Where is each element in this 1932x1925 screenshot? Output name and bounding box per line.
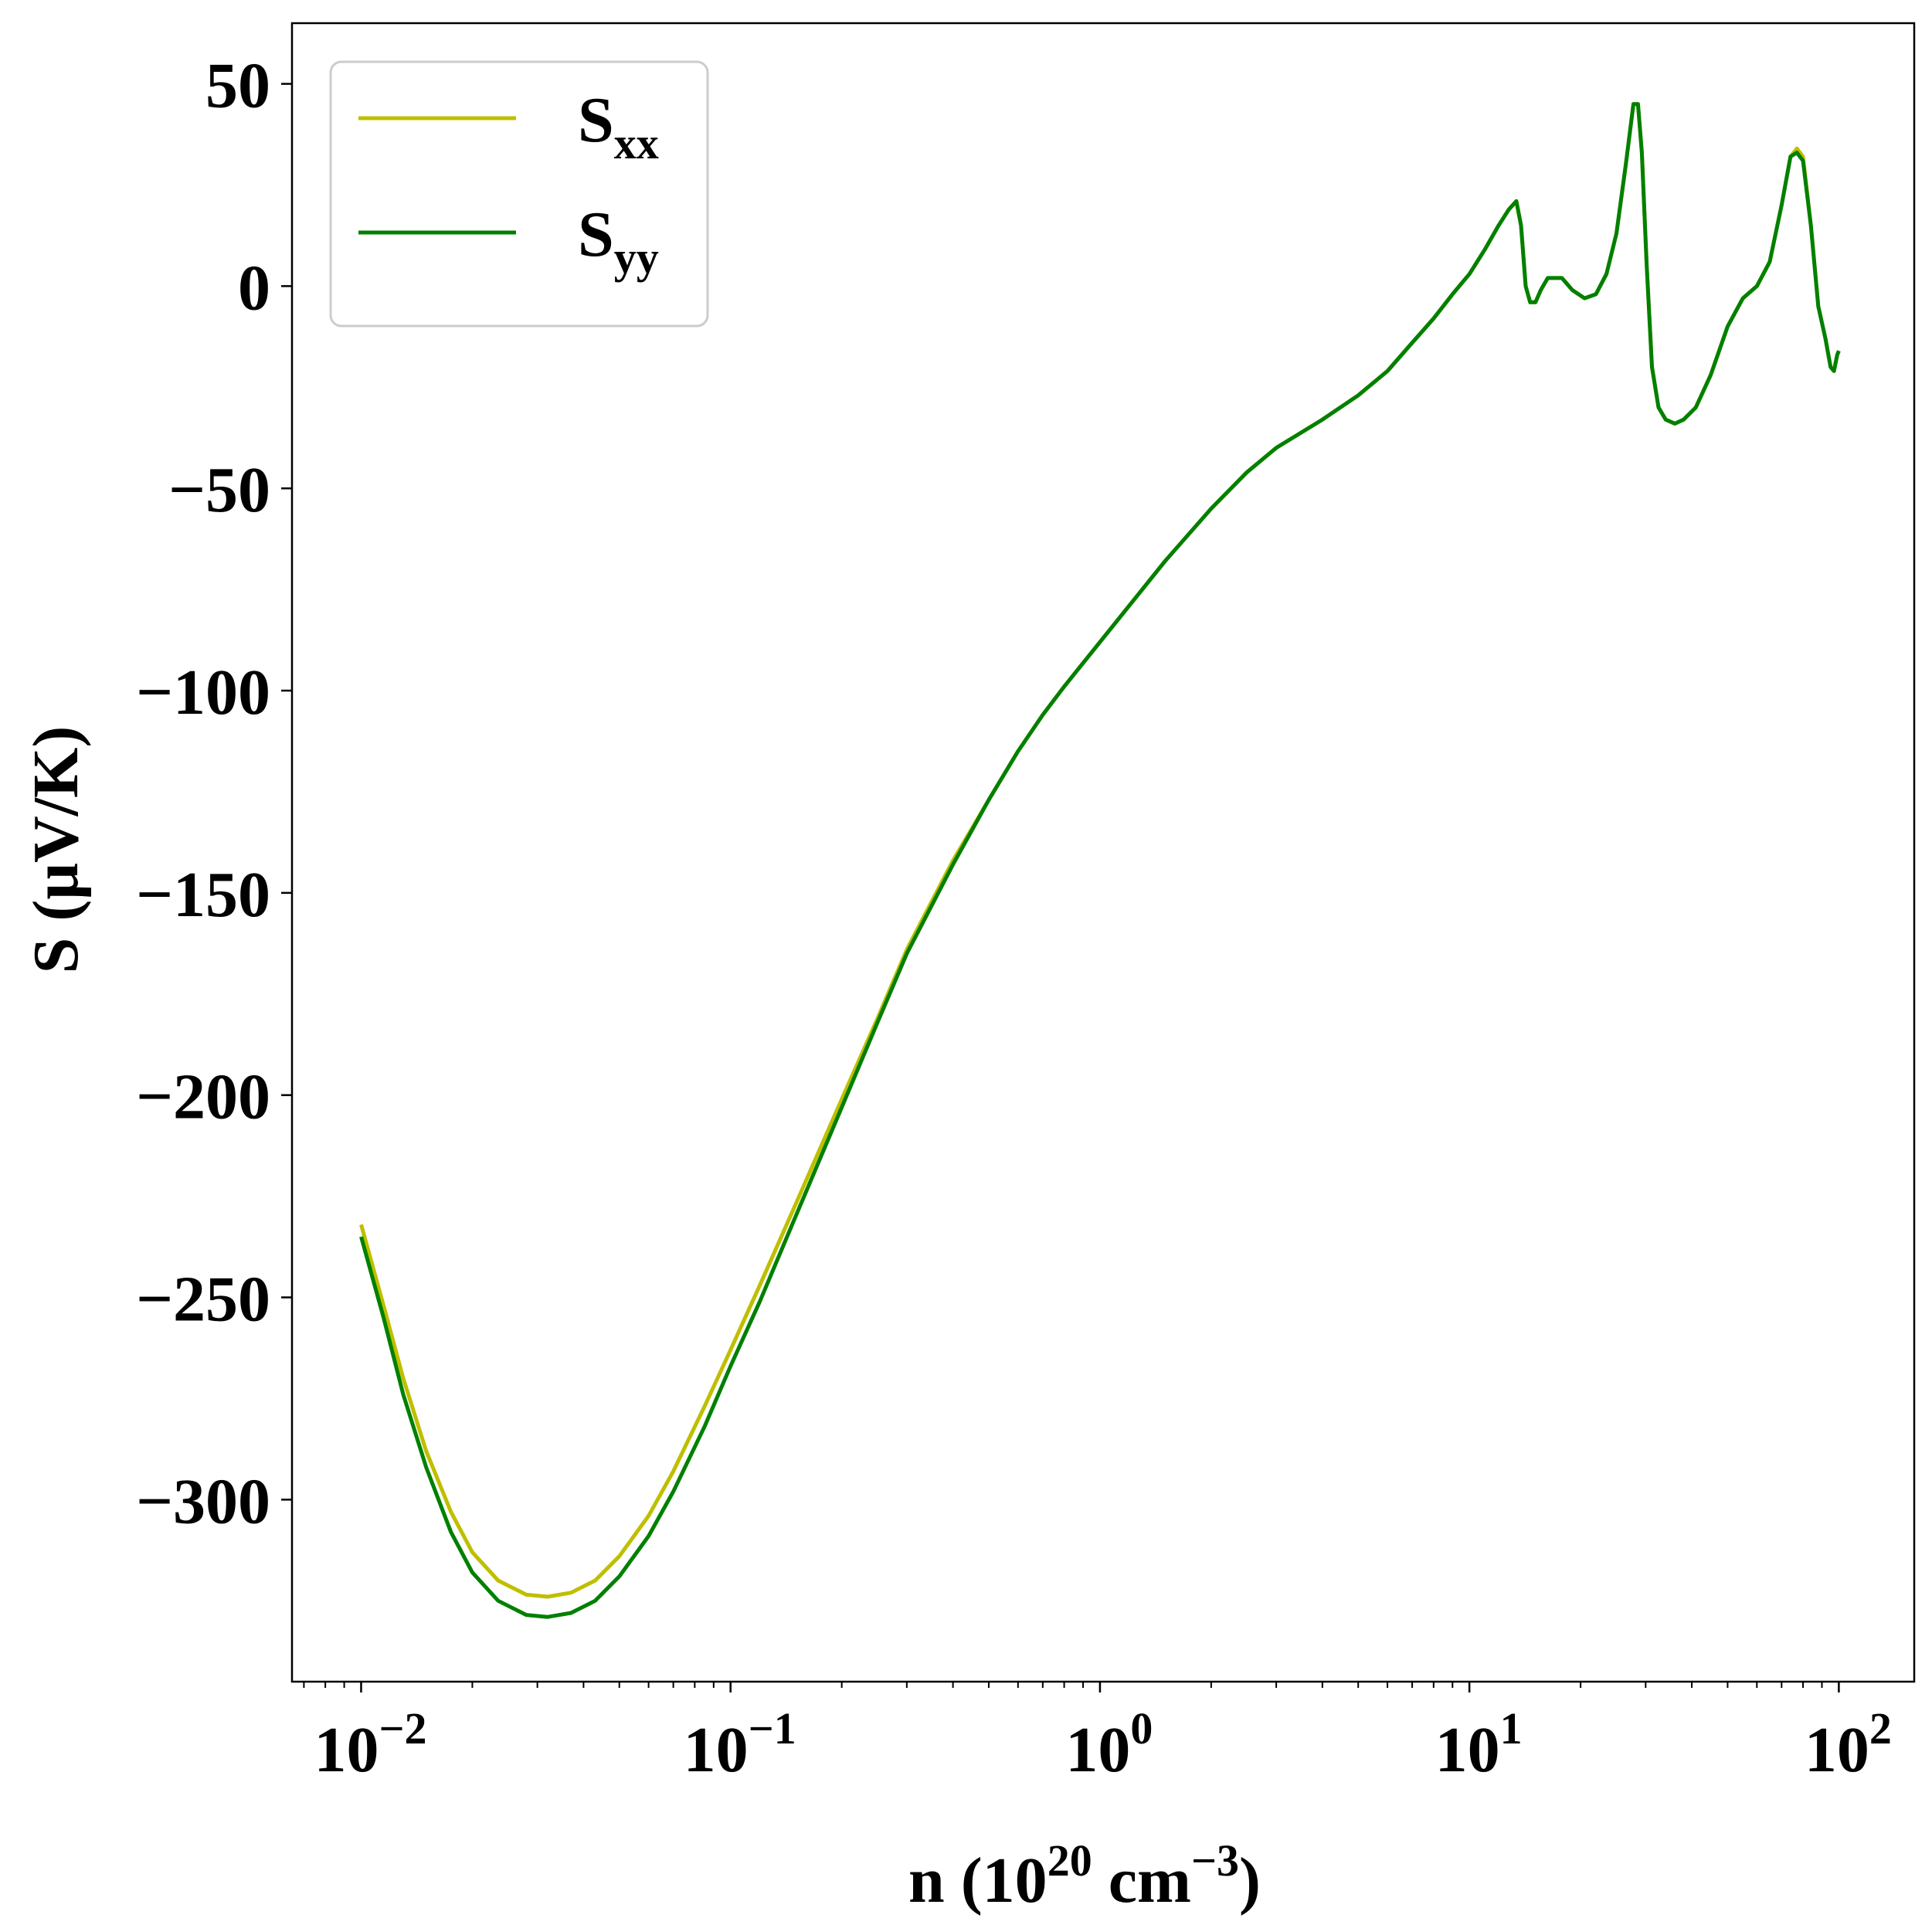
y-tick-label: −150 — [136, 859, 270, 931]
y-tick-label: 50 — [205, 50, 270, 122]
legend-label-yy: Syy — [578, 199, 659, 283]
x-tick-label: 10−1 — [684, 1703, 796, 1786]
legend: Sxx Syy — [329, 60, 709, 328]
x-tick-label: 102 — [1805, 1703, 1892, 1786]
y-tick-label: −100 — [136, 657, 270, 728]
legend-box — [329, 60, 709, 328]
y-tick-label: −250 — [136, 1264, 270, 1336]
x-tick-label: 101 — [1435, 1703, 1523, 1786]
series-line-xx — [359, 102, 1841, 1599]
series-lines — [359, 102, 1841, 1619]
y-tick-label: 0 — [238, 252, 270, 324]
y-tick-label: −50 — [168, 454, 270, 526]
y-tick-label: −300 — [136, 1465, 270, 1537]
x-tick-label: 100 — [1065, 1703, 1153, 1786]
series-line-yy — [359, 102, 1841, 1619]
y-tick-label: −200 — [136, 1061, 270, 1133]
axis-ticks: 50 0 −50 −100 −150 −200 −250 −300 10−2 10−1 100 101… — [136, 50, 1892, 1786]
plot-area-frame — [290, 22, 1916, 1683]
x-tick-label: 10−2 — [314, 1703, 426, 1786]
x-axis-label: n (1020 cm−3) — [908, 1835, 1261, 1917]
y-axis-label: S (μV/K) — [20, 726, 92, 974]
legend-label-xx: Sxx — [578, 84, 659, 168]
